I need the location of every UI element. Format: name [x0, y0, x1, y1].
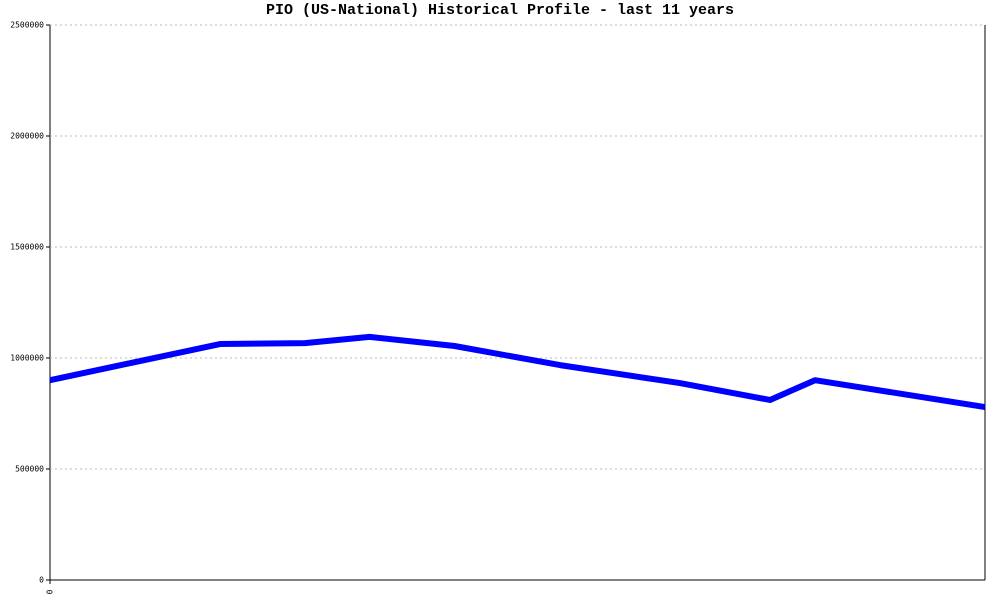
- y-tick-label: 2000000: [10, 132, 44, 141]
- data-line: [49, 333, 986, 411]
- chart-title: PIO (US-National) Historical Profile - l…: [266, 2, 734, 19]
- y-tick-label: 2500000: [10, 21, 44, 30]
- y-tick-label: 500000: [15, 465, 44, 474]
- y-tick-label: 1000000: [10, 354, 44, 363]
- x-tick-label: 0: [46, 589, 55, 594]
- y-tick-label: 0: [39, 576, 44, 585]
- y-tick-label: 1500000: [10, 243, 44, 252]
